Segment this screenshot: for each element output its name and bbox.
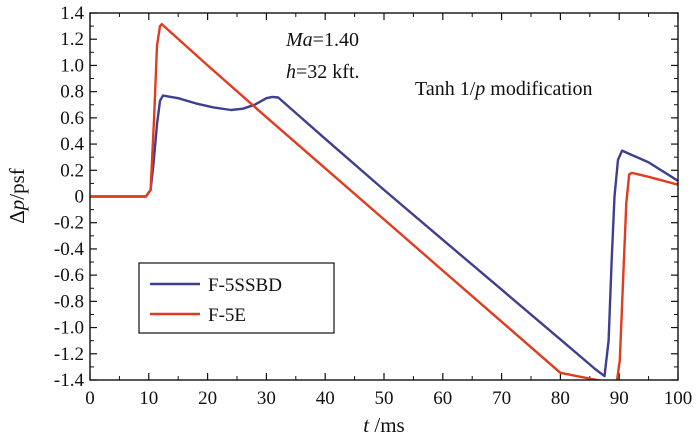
x-tick-label: 20 [198,388,217,409]
x-tick-label: 70 [492,388,511,409]
modification-annotation: Tanh 1/p modification [415,78,592,100]
series-line-f5ssbd [90,94,678,378]
axes-ticks [89,12,679,381]
mach-annotation: Ma=1.40 [285,29,359,51]
x-axis-title: t /ms [363,413,404,437]
y-tick-label: 0.4 [60,134,84,155]
legend: F-5SSBD F-5E [138,262,335,334]
y-tick-label: -1.0 [54,318,84,339]
plot-frame [89,12,679,381]
y-tick-label: -0.4 [54,239,85,260]
y-tick-label: -1.4 [54,370,85,391]
x-tick-label: 10 [139,388,158,409]
x-tick-label: 90 [610,388,629,409]
x-tick-label: 40 [316,388,335,409]
legend-label-f5ssbd: F-5SSBD [208,275,282,296]
altitude-annotation: h=32 kft. [286,61,360,83]
y-tick-label: 0 [75,187,85,208]
series-group [90,22,678,380]
y-tick-label: 1.4 [60,3,84,24]
x-tick-label: 0 [85,388,95,409]
y-tick-label: -0.6 [54,265,84,286]
y-tick-label: 1.2 [60,29,84,50]
y-tick-label: -0.2 [54,213,84,234]
x-tick-label: 50 [375,388,394,409]
legend-label-f5e: F-5E [208,305,246,326]
y-tick-label: -1.2 [54,344,84,365]
x-tick-label: 80 [551,388,570,409]
y-tick-label: 0.6 [60,108,84,129]
y-axis-title: Δp/psf [5,168,29,224]
legend-box [138,262,335,334]
x-tick-label: 100 [664,388,693,409]
y-tick-label: 0.2 [60,160,84,181]
tick-labels: 0 10 20 30 40 50 60 70 80 90 100 1.4 1.2 1.0 0.8 0.6 0.4… [54,3,692,409]
y-tick-label: 0.8 [60,82,84,103]
x-tick-label: 30 [257,388,276,409]
y-tick-label: -0.8 [54,291,84,312]
y-tick-label: 1.0 [60,55,84,76]
x-tick-label: 60 [433,388,452,409]
series-line-f5e [90,22,678,380]
